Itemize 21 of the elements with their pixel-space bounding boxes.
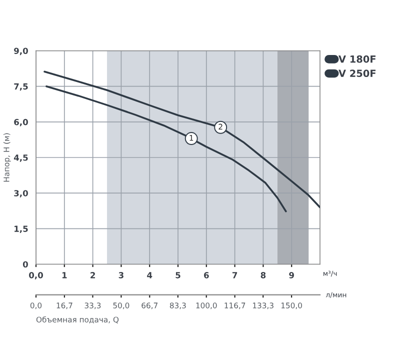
y-tick-label: 3,0 — [14, 190, 28, 198]
x-tick-label: 5 — [176, 272, 180, 278]
line-series — [46, 85, 287, 212]
line-series — [44, 70, 320, 208]
y-tick-label: 1,5 — [14, 226, 28, 234]
x-tick-label: 1 — [62, 272, 67, 278]
x-tick-label: 0,0 — [29, 272, 43, 280]
x-tick-label: 3 — [118, 272, 124, 278]
x-tick-label: 2 — [90, 272, 95, 278]
x-tick-label: 9 — [289, 272, 294, 278]
legend-label: V 180F — [338, 55, 376, 63]
x-tick-label: 4 — [147, 272, 152, 278]
legend-label: V 250F — [338, 70, 376, 78]
x-tick-label: 8 — [260, 272, 266, 278]
x-tick-label: 6 — [204, 272, 209, 278]
x-tick-label: 7 — [232, 272, 238, 278]
y-tick-label: 4,5 — [14, 154, 28, 162]
y-tick-label: 9,0 — [14, 48, 28, 56]
y-tick-label: 6,0 — [14, 118, 28, 126]
y-tick-label: 0 — [22, 261, 28, 268]
y-tick-label: 7,5 — [14, 83, 28, 91]
